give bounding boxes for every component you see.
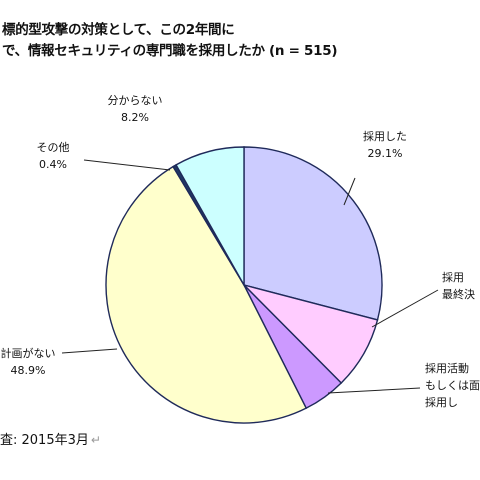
- return-mark-icon: ↵: [90, 433, 101, 447]
- chart-title-line-1: 標的型攻撃の対策として、この2年間に: [2, 22, 235, 38]
- pie-slice-6: [175, 146, 245, 288]
- leader-line-3: [327, 387, 421, 394]
- slice-label-2: 採用最終決: [442, 270, 475, 301]
- leader-line-2: [371, 289, 439, 328]
- leader-line-4: [61, 348, 118, 354]
- slice-label-line: 採用: [442, 270, 464, 284]
- slice-label-line: もしくは面: [425, 379, 480, 392]
- slice-label-line: 採用した: [363, 129, 407, 143]
- slice-label-line: 分からない: [108, 94, 163, 107]
- pie-slice-4: [105, 165, 308, 424]
- survey-date-text: 査: 2015年3月: [0, 433, 89, 448]
- slice-label-line: 計画がない: [1, 346, 56, 360]
- slice-label-6: 分からない 8.2%: [108, 94, 163, 124]
- slice-label-1: 採用した 29.1%: [363, 129, 407, 160]
- slice-label-line: 8.2%: [121, 111, 149, 124]
- chart-title-line-2: で、情報セキュリティの専門職を採用したか (n = 515): [2, 43, 338, 59]
- pie-slice-1: [243, 146, 383, 321]
- slice-label-line: 最終決: [442, 287, 475, 301]
- slice-label-line: 48.9%: [11, 364, 46, 377]
- survey-date-note: 査: 2015年3月 ↵: [0, 429, 101, 448]
- slice-label-line: 採用活動: [425, 361, 469, 375]
- leader-line-5: [83, 159, 171, 171]
- slice-label-4: 計画がない 48.9%: [1, 346, 56, 377]
- slice-label-line: 0.4%: [39, 158, 67, 171]
- leader-line-1: [343, 177, 356, 206]
- slice-label-3: 採用活動もしくは面採用し: [425, 361, 480, 409]
- slice-label-5: その他 0.4%: [37, 141, 70, 171]
- slice-label-line: 29.1%: [368, 147, 403, 160]
- slice-label-line: 採用し: [425, 395, 458, 409]
- slice-label-line: その他: [37, 141, 70, 154]
